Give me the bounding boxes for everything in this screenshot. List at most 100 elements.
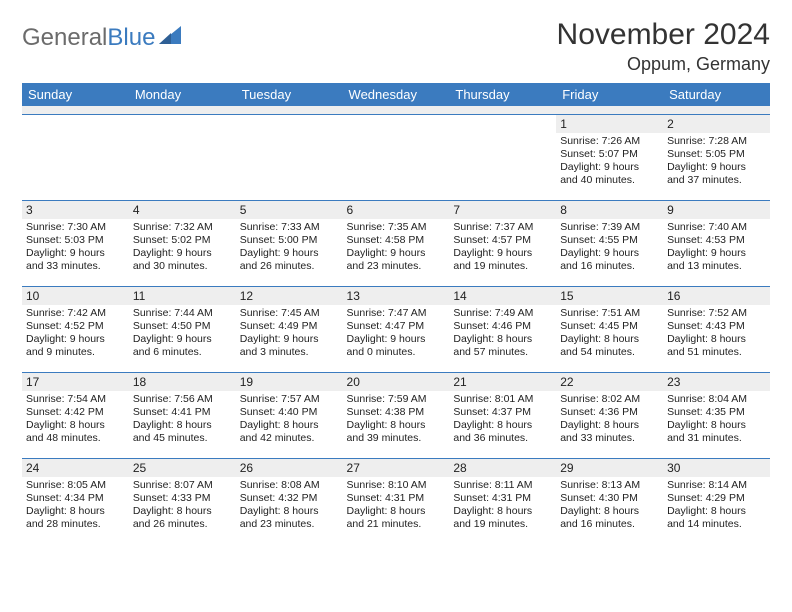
day-sr: Sunrise: 7:26 AM xyxy=(560,135,659,148)
day-data: Sunrise: 7:52 AMSunset: 4:43 PMDaylight:… xyxy=(663,305,770,364)
day-ss: Sunset: 4:31 PM xyxy=(453,492,552,505)
logo-word2: Blue xyxy=(107,24,155,51)
day-sr: Sunrise: 8:13 AM xyxy=(560,479,659,492)
day-data: Sunrise: 7:40 AMSunset: 4:53 PMDaylight:… xyxy=(663,219,770,278)
day-number: 3 xyxy=(22,201,129,219)
calendar-day: 18Sunrise: 7:56 AMSunset: 4:41 PMDayligh… xyxy=(129,372,236,458)
calendar-day: 24Sunrise: 8:05 AMSunset: 4:34 PMDayligh… xyxy=(22,458,129,544)
day-ss: Sunset: 4:29 PM xyxy=(667,492,766,505)
day-dl: Daylight: 8 hours and 19 minutes. xyxy=(453,505,552,531)
day-sr: Sunrise: 7:33 AM xyxy=(240,221,339,234)
day-ss: Sunset: 5:07 PM xyxy=(560,148,659,161)
calendar-week: 1Sunrise: 7:26 AMSunset: 5:07 PMDaylight… xyxy=(22,114,770,200)
calendar-day: 5Sunrise: 7:33 AMSunset: 5:00 PMDaylight… xyxy=(236,200,343,286)
day-dl: Daylight: 9 hours and 9 minutes. xyxy=(26,333,125,359)
calendar-day: 28Sunrise: 8:11 AMSunset: 4:31 PMDayligh… xyxy=(449,458,556,544)
day-dl: Daylight: 9 hours and 23 minutes. xyxy=(347,247,446,273)
day-dl: Daylight: 8 hours and 54 minutes. xyxy=(560,333,659,359)
day-number: 2 xyxy=(663,115,770,133)
day-data: Sunrise: 7:54 AMSunset: 4:42 PMDaylight:… xyxy=(22,391,129,450)
day-dl: Daylight: 8 hours and 36 minutes. xyxy=(453,419,552,445)
day-data: Sunrise: 7:32 AMSunset: 5:02 PMDaylight:… xyxy=(129,219,236,278)
day-sr: Sunrise: 7:56 AM xyxy=(133,393,232,406)
day-sr: Sunrise: 7:35 AM xyxy=(347,221,446,234)
calendar-week: 3Sunrise: 7:30 AMSunset: 5:03 PMDaylight… xyxy=(22,200,770,286)
header: GeneralBlue November 2024 Oppum, Germany xyxy=(22,18,770,75)
calendar-day xyxy=(343,114,450,200)
calendar-day: 27Sunrise: 8:10 AMSunset: 4:31 PMDayligh… xyxy=(343,458,450,544)
day-data: Sunrise: 7:56 AMSunset: 4:41 PMDaylight:… xyxy=(129,391,236,450)
day-number: 23 xyxy=(663,373,770,391)
day-ss: Sunset: 4:42 PM xyxy=(26,406,125,419)
day-data: Sunrise: 8:13 AMSunset: 4:30 PMDaylight:… xyxy=(556,477,663,536)
day-data: Sunrise: 7:45 AMSunset: 4:49 PMDaylight:… xyxy=(236,305,343,364)
calendar-day xyxy=(449,114,556,200)
calendar-day: 10Sunrise: 7:42 AMSunset: 4:52 PMDayligh… xyxy=(22,286,129,372)
day-data: Sunrise: 8:07 AMSunset: 4:33 PMDaylight:… xyxy=(129,477,236,536)
day-number: 5 xyxy=(236,201,343,219)
day-dl: Daylight: 9 hours and 19 minutes. xyxy=(453,247,552,273)
day-sr: Sunrise: 8:02 AM xyxy=(560,393,659,406)
day-dl: Daylight: 9 hours and 0 minutes. xyxy=(347,333,446,359)
day-sr: Sunrise: 8:01 AM xyxy=(453,393,552,406)
day-data: Sunrise: 7:59 AMSunset: 4:38 PMDaylight:… xyxy=(343,391,450,450)
calendar-day: 30Sunrise: 8:14 AMSunset: 4:29 PMDayligh… xyxy=(663,458,770,544)
column-header: Friday xyxy=(556,83,663,106)
day-ss: Sunset: 4:36 PM xyxy=(560,406,659,419)
calendar-week: 10Sunrise: 7:42 AMSunset: 4:52 PMDayligh… xyxy=(22,286,770,372)
calendar-day: 19Sunrise: 7:57 AMSunset: 4:40 PMDayligh… xyxy=(236,372,343,458)
calendar-day: 11Sunrise: 7:44 AMSunset: 4:50 PMDayligh… xyxy=(129,286,236,372)
day-ss: Sunset: 5:00 PM xyxy=(240,234,339,247)
calendar-day: 4Sunrise: 7:32 AMSunset: 5:02 PMDaylight… xyxy=(129,200,236,286)
day-number: 11 xyxy=(129,287,236,305)
day-data: Sunrise: 8:14 AMSunset: 4:29 PMDaylight:… xyxy=(663,477,770,536)
day-ss: Sunset: 4:55 PM xyxy=(560,234,659,247)
day-dl: Daylight: 8 hours and 23 minutes. xyxy=(240,505,339,531)
day-data: Sunrise: 7:57 AMSunset: 4:40 PMDaylight:… xyxy=(236,391,343,450)
day-sr: Sunrise: 8:05 AM xyxy=(26,479,125,492)
day-number: 7 xyxy=(449,201,556,219)
column-header: Saturday xyxy=(663,83,770,106)
day-number: 14 xyxy=(449,287,556,305)
day-number: 28 xyxy=(449,459,556,477)
month-title: November 2024 xyxy=(557,18,770,52)
day-sr: Sunrise: 7:59 AM xyxy=(347,393,446,406)
day-ss: Sunset: 4:31 PM xyxy=(347,492,446,505)
day-sr: Sunrise: 7:52 AM xyxy=(667,307,766,320)
day-ss: Sunset: 4:33 PM xyxy=(133,492,232,505)
calendar-day: 6Sunrise: 7:35 AMSunset: 4:58 PMDaylight… xyxy=(343,200,450,286)
day-data: Sunrise: 8:04 AMSunset: 4:35 PMDaylight:… xyxy=(663,391,770,450)
day-ss: Sunset: 4:47 PM xyxy=(347,320,446,333)
day-number: 30 xyxy=(663,459,770,477)
day-dl: Daylight: 8 hours and 28 minutes. xyxy=(26,505,125,531)
day-dl: Daylight: 9 hours and 3 minutes. xyxy=(240,333,339,359)
day-ss: Sunset: 4:43 PM xyxy=(667,320,766,333)
day-sr: Sunrise: 7:37 AM xyxy=(453,221,552,234)
calendar-day xyxy=(22,114,129,200)
day-sr: Sunrise: 8:14 AM xyxy=(667,479,766,492)
calendar-day: 25Sunrise: 8:07 AMSunset: 4:33 PMDayligh… xyxy=(129,458,236,544)
day-sr: Sunrise: 7:49 AM xyxy=(453,307,552,320)
day-dl: Daylight: 9 hours and 16 minutes. xyxy=(560,247,659,273)
day-data: Sunrise: 7:28 AMSunset: 5:05 PMDaylight:… xyxy=(663,133,770,192)
calendar-day: 13Sunrise: 7:47 AMSunset: 4:47 PMDayligh… xyxy=(343,286,450,372)
calendar-day: 1Sunrise: 7:26 AMSunset: 5:07 PMDaylight… xyxy=(556,114,663,200)
day-data: Sunrise: 8:05 AMSunset: 4:34 PMDaylight:… xyxy=(22,477,129,536)
day-data: Sunrise: 7:47 AMSunset: 4:47 PMDaylight:… xyxy=(343,305,450,364)
day-data: Sunrise: 7:30 AMSunset: 5:03 PMDaylight:… xyxy=(22,219,129,278)
title-block: November 2024 Oppum, Germany xyxy=(557,18,770,75)
day-number: 1 xyxy=(556,115,663,133)
calendar-header-row: SundayMondayTuesdayWednesdayThursdayFrid… xyxy=(22,83,770,106)
calendar-day: 8Sunrise: 7:39 AMSunset: 4:55 PMDaylight… xyxy=(556,200,663,286)
day-ss: Sunset: 5:05 PM xyxy=(667,148,766,161)
calendar-day: 15Sunrise: 7:51 AMSunset: 4:45 PMDayligh… xyxy=(556,286,663,372)
day-number: 8 xyxy=(556,201,663,219)
day-ss: Sunset: 4:50 PM xyxy=(133,320,232,333)
day-ss: Sunset: 4:45 PM xyxy=(560,320,659,333)
day-number: 15 xyxy=(556,287,663,305)
column-header: Tuesday xyxy=(236,83,343,106)
day-ss: Sunset: 4:35 PM xyxy=(667,406,766,419)
day-ss: Sunset: 5:03 PM xyxy=(26,234,125,247)
day-number: 10 xyxy=(22,287,129,305)
day-ss: Sunset: 4:38 PM xyxy=(347,406,446,419)
